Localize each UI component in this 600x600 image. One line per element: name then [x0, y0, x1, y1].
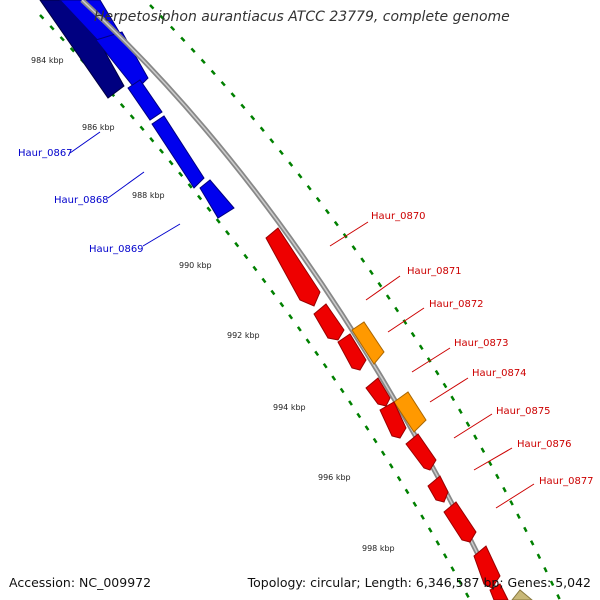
gene-label-reverse[interactable]: Haur_0877 [539, 476, 594, 487]
gene-label-reverse[interactable]: Haur_0871 [407, 266, 462, 277]
gene-label-reverse[interactable]: Haur_0875 [496, 406, 551, 417]
accession-text: Accession: NC_009972 [9, 575, 152, 590]
leader-line [329, 221, 369, 247]
reverse-gene-block [427, 475, 449, 503]
reverse-gene-block [337, 333, 367, 371]
kbp-label: 990 kbp [179, 261, 212, 270]
genome-title: Herpetosiphon aurantiacus ATCC 23779, co… [94, 9, 510, 25]
forward-gene-block [127, 79, 163, 121]
reverse-orange-block [393, 391, 427, 433]
kbp-label: 988 kbp [132, 191, 165, 200]
reverse-gene-block [473, 545, 501, 589]
reverse-gene-block [365, 377, 391, 407]
outer-dotted-ring [149, 4, 562, 600]
reverse-gene-block [405, 433, 437, 471]
leader-line [411, 347, 451, 373]
kbp-label: 994 kbp [273, 403, 306, 412]
reverse-gene-block [313, 303, 345, 341]
gene-label-reverse[interactable]: Haur_0872 [429, 299, 484, 310]
leader-line [107, 171, 145, 199]
leader-line [69, 131, 101, 154]
leader-line [387, 307, 425, 333]
gene-label-forward[interactable]: Haur_0868 [54, 195, 109, 206]
kbp-label: 984 kbp [31, 56, 64, 65]
gene-label-reverse[interactable]: Haur_0874 [472, 368, 527, 379]
reverse-orange-block [351, 321, 385, 365]
kbp-label: 992 kbp [227, 331, 260, 340]
forward-gene-block [151, 115, 205, 189]
kbp-label: 996 kbp [318, 473, 351, 482]
kbp-label: 998 kbp [362, 544, 395, 553]
gene-label-forward[interactable]: Haur_0869 [89, 244, 144, 255]
tan-gene-block [511, 589, 533, 600]
genome-summary-text: Topology: circular; Length: 6,346,587 bp… [247, 575, 591, 590]
gene-label-reverse[interactable]: Haur_0873 [454, 338, 509, 349]
gene-label-forward[interactable]: Haur_0867 [18, 148, 73, 159]
reverse-gene-block [265, 227, 321, 307]
leader-line [429, 377, 469, 403]
reverse-gene-block [443, 501, 477, 543]
leader-line [453, 413, 493, 439]
forward-gene-dark [39, 0, 125, 99]
leader-line [473, 447, 513, 471]
reverse-gene-block [489, 583, 509, 600]
forward-gene-block [199, 179, 235, 219]
gene-label-reverse[interactable]: Haur_0876 [517, 439, 572, 450]
kbp-label: 986 kbp [82, 123, 115, 132]
leader-line [495, 483, 535, 509]
leader-line [142, 223, 181, 247]
reverse-gene-block [379, 401, 407, 439]
gene-label-reverse[interactable]: Haur_0870 [371, 211, 426, 222]
inner-dotted-ring [39, 14, 472, 600]
forward-gene-block [95, 31, 149, 91]
leader-line [365, 275, 401, 301]
